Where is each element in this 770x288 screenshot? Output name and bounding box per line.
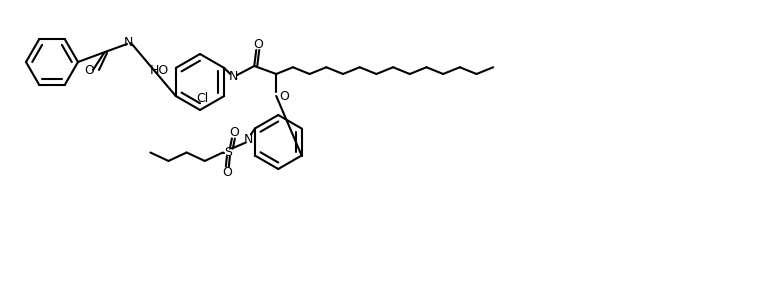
Text: O: O	[229, 126, 239, 139]
Text: S: S	[224, 146, 232, 159]
Text: O: O	[253, 37, 263, 50]
Text: HO: HO	[150, 63, 169, 77]
Text: N: N	[244, 133, 253, 146]
Text: O: O	[84, 65, 94, 77]
Text: Cl: Cl	[196, 92, 208, 105]
Text: O: O	[280, 90, 290, 103]
Text: N: N	[123, 37, 132, 50]
Text: N: N	[229, 71, 238, 84]
Text: O: O	[222, 166, 232, 179]
